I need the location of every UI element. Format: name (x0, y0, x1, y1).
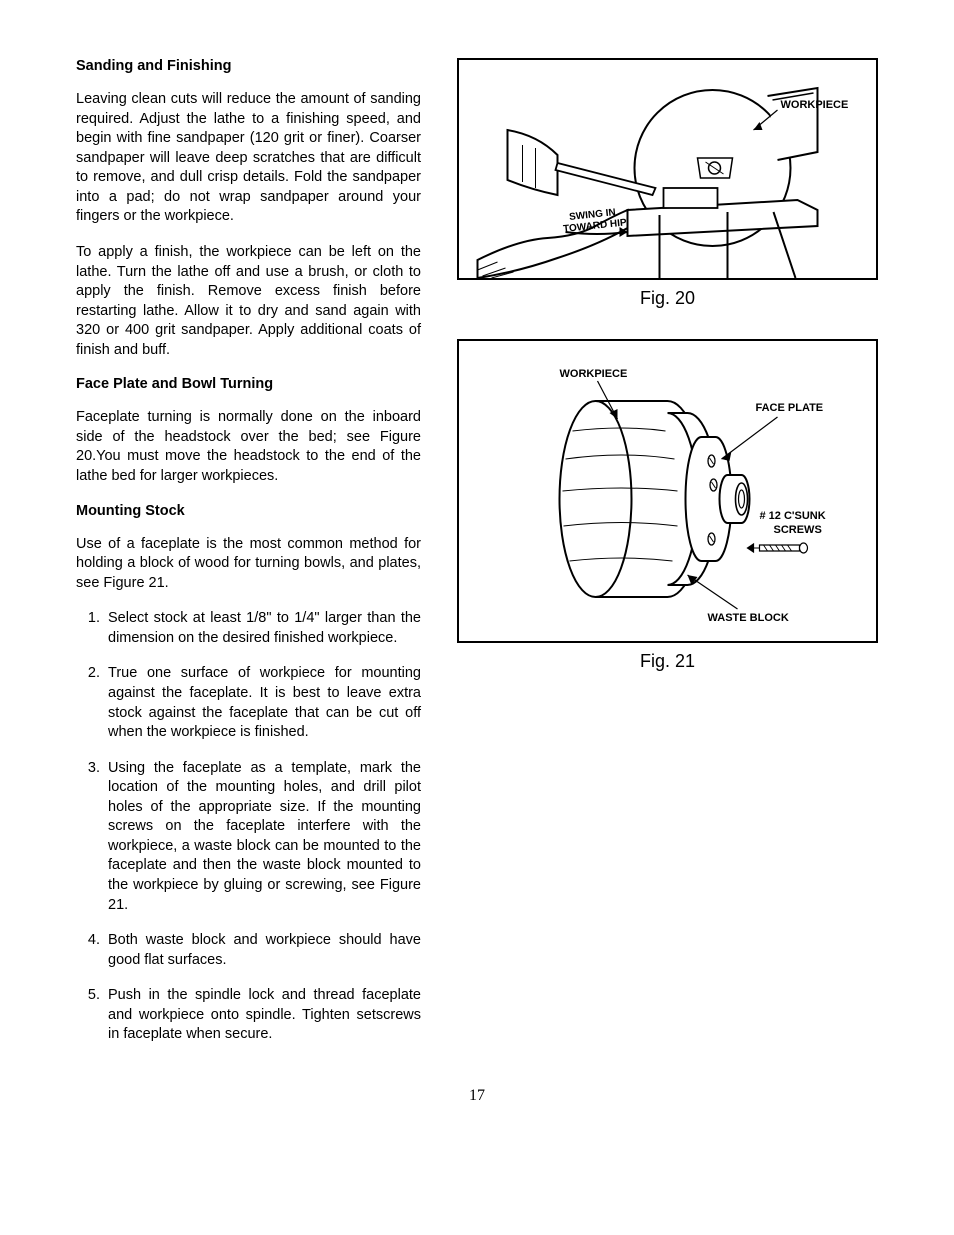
step-5: Push in the spindle lock and thread face… (104, 986, 421, 1045)
para-sanding-1: Leaving clean cuts will reduce the amoun… (76, 90, 421, 227)
step-2: True one surface of workpiece for mounti… (104, 664, 421, 742)
fig20-caption: Fig. 20 (457, 288, 878, 309)
left-column: Sanding and Finishing Leaving clean cuts… (76, 58, 421, 1061)
figure-20: WORKPIECE SWING IN TOWARD HIP (457, 58, 878, 280)
heading-sanding: Sanding and Finishing (76, 58, 421, 74)
heading-faceplate: Face Plate and Bowl Turning (76, 376, 421, 392)
step-4: Both waste block and workpiece should ha… (104, 931, 421, 970)
fig21-label-waste: WASTE BLOCK (708, 612, 789, 624)
heading-mounting: Mounting Stock (76, 503, 421, 519)
fig21-label-screws1: # 12 C'SUNK (760, 510, 826, 522)
page-number: 17 (76, 1087, 878, 1105)
para-mounting-1: Use of a faceplate is the most common me… (76, 535, 421, 594)
fig20-label-workpiece: WORKPIECE (781, 99, 849, 111)
para-sanding-2: To apply a finish, the workpiece can be … (76, 243, 421, 360)
fig21-label-screws2: SCREWS (774, 524, 822, 536)
fig21-caption: Fig. 21 (457, 651, 878, 672)
mounting-steps-list: Select stock at least 1/8" to 1/4" large… (76, 609, 421, 1045)
figure-21: WORKPIECE FACE PLATE # 12 C'SUNK SCREWS (457, 339, 878, 643)
fig21-label-workpiece: WORKPIECE (560, 368, 628, 380)
step-3: Using the faceplate as a template, mark … (104, 759, 421, 916)
para-faceplate-1: Faceplate turning is normally done on th… (76, 408, 421, 486)
step-1: Select stock at least 1/8" to 1/4" large… (104, 609, 421, 648)
fig21-label-faceplate: FACE PLATE (756, 402, 824, 414)
right-column: WORKPIECE SWING IN TOWARD HIP Fig. 20 (457, 58, 878, 1061)
